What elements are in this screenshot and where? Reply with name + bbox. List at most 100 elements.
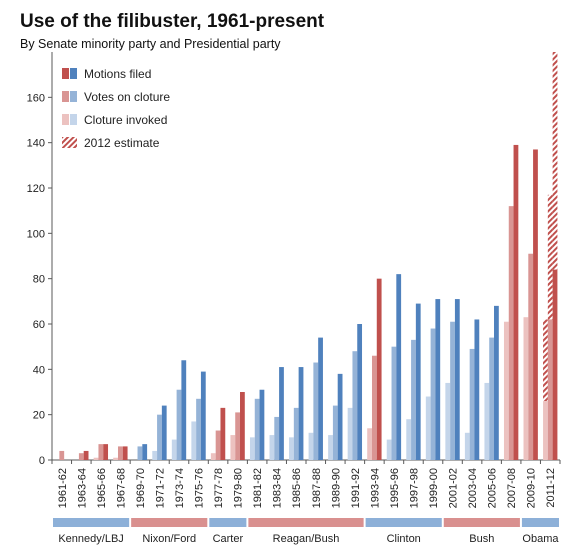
motions-filed-bar bbox=[200, 371, 206, 460]
x-tick-label: 2003-04 bbox=[467, 468, 479, 508]
y-tick-label: 80 bbox=[33, 274, 45, 286]
votes-on-cloture-bar bbox=[254, 398, 260, 460]
y-tick-label: 120 bbox=[27, 183, 45, 195]
motions-filed-bar bbox=[552, 269, 558, 460]
votes-on-cloture-bar bbox=[352, 351, 358, 460]
cloture-invoked-bar bbox=[367, 428, 372, 460]
cloture-invoked-bar bbox=[386, 439, 392, 460]
motions-filed-bar bbox=[318, 337, 323, 460]
y-tick-label: 40 bbox=[33, 364, 45, 376]
x-tick-label: 2007-08 bbox=[506, 468, 518, 508]
cloture-invoked-bar bbox=[171, 439, 177, 460]
votes-on-cloture-bar bbox=[137, 446, 143, 460]
motions-filed-bar bbox=[474, 319, 480, 460]
votes-on-cloture-bar bbox=[371, 355, 377, 460]
x-tick-label: 1979-80 bbox=[233, 468, 245, 508]
legend-swatch-votes-on-cloture-r bbox=[62, 91, 69, 102]
motions-filed-bar bbox=[396, 274, 402, 460]
presidency-band bbox=[131, 518, 208, 527]
votes-on-cloture-bar bbox=[274, 416, 280, 460]
cloture-invoked-bar bbox=[464, 432, 470, 460]
votes-on-cloture-bar bbox=[215, 430, 221, 460]
cloture-invoked-bar bbox=[523, 317, 529, 460]
legend-label: Votes on cloture bbox=[84, 90, 170, 104]
x-tick-label: 2009-10 bbox=[526, 468, 538, 508]
x-tick-label: 1997-98 bbox=[408, 468, 420, 508]
motions-filed-bar bbox=[122, 446, 128, 460]
motions-filed-bar bbox=[240, 392, 245, 460]
estimate-bar bbox=[547, 194, 553, 320]
presidency-label: Carter bbox=[213, 533, 244, 545]
legend-swatch-cloture-invoked-d bbox=[70, 114, 77, 125]
motions-filed-bar bbox=[494, 305, 499, 460]
votes-on-cloture-bar bbox=[489, 337, 495, 460]
motions-filed-bar bbox=[513, 144, 519, 460]
votes-on-cloture-bar bbox=[157, 414, 162, 460]
presidency-label: Clinton bbox=[387, 533, 421, 545]
motions-filed-bar bbox=[454, 299, 460, 460]
presidency-band bbox=[248, 518, 364, 527]
motions-filed-bar bbox=[259, 389, 265, 460]
votes-on-cloture-bar bbox=[78, 453, 84, 460]
cloture-invoked-bar bbox=[445, 382, 451, 460]
votes-on-cloture-bar bbox=[450, 321, 455, 460]
motions-filed-bar bbox=[298, 367, 304, 460]
x-tick-label: 1969-70 bbox=[135, 468, 147, 508]
presidency-band bbox=[365, 518, 442, 527]
chart-subtitle: By Senate minority party and Presidentia… bbox=[20, 37, 281, 51]
motions-filed-bar bbox=[279, 367, 284, 460]
x-tick-label: 1987-88 bbox=[311, 468, 323, 508]
cloture-invoked-bar bbox=[93, 457, 99, 460]
x-tick-label: 1989-90 bbox=[330, 468, 342, 508]
presidency-label: Kennedy/LBJ bbox=[58, 533, 123, 545]
presidency-label: Bush bbox=[469, 533, 494, 545]
votes-on-cloture-bar bbox=[469, 348, 475, 460]
votes-on-cloture-bar bbox=[547, 319, 553, 460]
presidency-band bbox=[521, 518, 559, 527]
votes-on-cloture-bar bbox=[391, 346, 397, 460]
motions-filed-bar bbox=[103, 444, 109, 460]
presidency-band bbox=[209, 518, 247, 527]
motions-filed-bar bbox=[533, 149, 538, 460]
motions-filed-bar bbox=[435, 299, 441, 460]
presidency-band bbox=[443, 518, 520, 527]
legend-swatch-motions-filed-d bbox=[70, 68, 77, 79]
votes-on-cloture-bar bbox=[508, 206, 514, 460]
x-tick-label: 1993-94 bbox=[369, 468, 381, 508]
cloture-invoked-bar bbox=[113, 457, 118, 460]
votes-on-cloture-bar bbox=[332, 405, 338, 460]
estimate-bar bbox=[543, 319, 548, 402]
x-tick-label: 2011-12 bbox=[545, 468, 557, 508]
motions-filed-bar bbox=[415, 303, 421, 460]
y-tick-label: 160 bbox=[27, 92, 45, 104]
cloture-invoked-bar bbox=[503, 321, 509, 460]
motions-filed-bar bbox=[161, 405, 167, 460]
cloture-invoked-bar bbox=[484, 382, 490, 460]
x-tick-label: 1985-86 bbox=[291, 468, 303, 508]
y-tick-label: 60 bbox=[33, 319, 45, 331]
votes-on-cloture-bar bbox=[235, 412, 241, 460]
motions-filed-bar bbox=[83, 450, 89, 460]
cloture-invoked-bar bbox=[543, 401, 548, 460]
presidency-label: Nixon/Ford bbox=[142, 533, 196, 545]
x-tick-label: 1975-76 bbox=[194, 468, 206, 508]
legend-swatch-estimate bbox=[62, 137, 77, 148]
presidency-label: Obama bbox=[522, 533, 559, 545]
cloture-invoked-bar bbox=[406, 419, 412, 460]
legend-swatch-votes-on-cloture-d bbox=[70, 91, 77, 102]
cloture-invoked-bar bbox=[289, 437, 294, 460]
x-tick-label: 1965-66 bbox=[96, 468, 108, 508]
legend-swatch-motions-filed-r bbox=[62, 68, 69, 79]
cloture-invoked-bar bbox=[230, 435, 236, 460]
votes-on-cloture-bar bbox=[98, 444, 104, 460]
legend-label: 2012 estimate bbox=[84, 136, 160, 150]
chart-title: Use of the filibuster, 1961-present bbox=[20, 11, 325, 32]
chart-legend: Motions filed Votes on cloture Cloture inv… bbox=[62, 67, 170, 150]
cloture-invoked-bar bbox=[347, 407, 353, 460]
votes-on-cloture-bar bbox=[528, 253, 534, 460]
cloture-invoked-bar bbox=[249, 437, 255, 460]
x-tick-label: 1983-84 bbox=[272, 468, 284, 508]
votes-on-cloture-bar bbox=[59, 450, 65, 460]
motions-filed-bar bbox=[142, 444, 148, 460]
